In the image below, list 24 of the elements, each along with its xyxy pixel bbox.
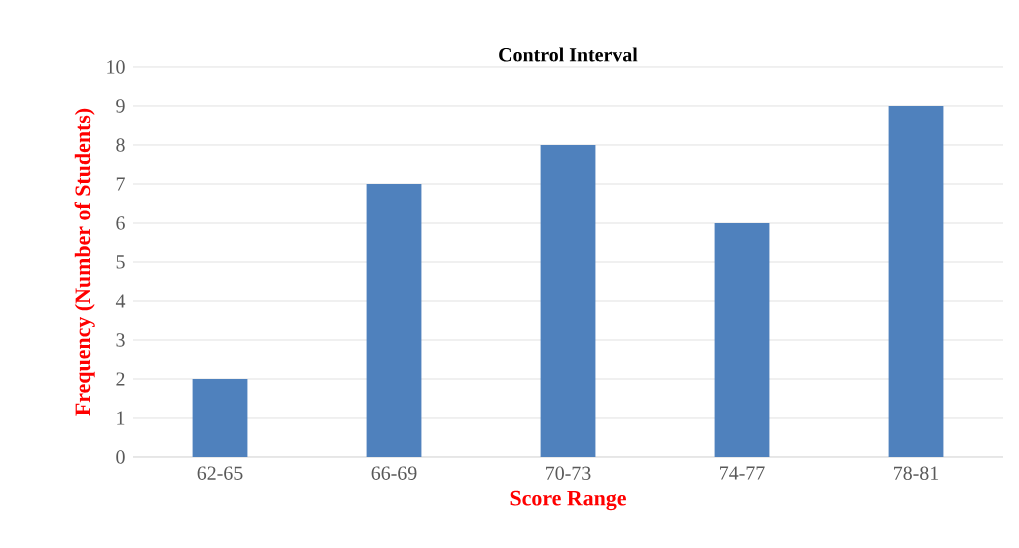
bar	[192, 378, 248, 457]
y-tick-label: 10	[107, 60, 125, 74]
bar	[888, 105, 944, 457]
y-tick-label: 0	[116, 450, 125, 464]
y-tick-label: 3	[116, 333, 125, 347]
x-tick-label: 62-65	[197, 466, 243, 480]
y-tick-label: 1	[117, 411, 125, 425]
y-tick-label: 4	[115, 294, 126, 308]
x-tick-label: 78-81	[894, 466, 939, 480]
x-tick-label: 74-77	[720, 466, 765, 480]
y-tick-label: 6	[116, 216, 125, 230]
bar	[540, 144, 596, 457]
x-tick-label: 70-73	[546, 466, 591, 480]
x-tick-label: 66-69	[371, 466, 417, 480]
y-tick-label: 5	[116, 255, 125, 269]
chart-title: Control Interval	[499, 47, 638, 62]
x-axis-title: Score Range	[510, 490, 626, 511]
bar	[714, 222, 770, 457]
y-tick-label: 2	[116, 372, 125, 386]
y-tick-label: 8	[116, 138, 125, 152]
y-tick-label: 7	[116, 177, 125, 191]
bar	[366, 183, 422, 457]
y-tick-label: 9	[116, 99, 125, 113]
y-axis-title: Frequency (Number of Students)	[74, 108, 95, 416]
